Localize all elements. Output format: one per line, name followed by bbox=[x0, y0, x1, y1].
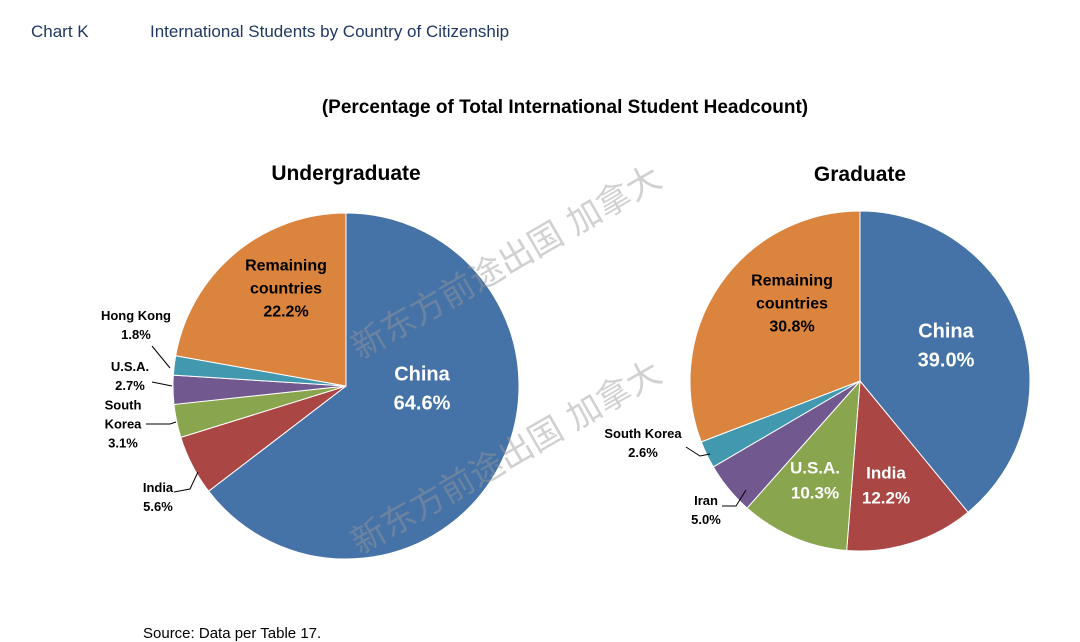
pie-slice-china bbox=[859, 210, 1031, 513]
undergraduate-pie-title: Undergraduate bbox=[271, 162, 420, 185]
slice-label-remaining-countries: Remaining countries 30.8% bbox=[751, 273, 833, 336]
slice-label-india: India 5.6% bbox=[143, 480, 174, 514]
pie-slice-remaining-countries bbox=[175, 212, 347, 387]
chart-title: International Students by Country of Cit… bbox=[150, 22, 510, 41]
leader-line-south-korea bbox=[685, 446, 711, 457]
leader-line-south-korea bbox=[146, 421, 177, 425]
slice-label-iran: Iran 5.0% bbox=[691, 493, 721, 527]
pie-slice-u-s-a bbox=[746, 379, 861, 552]
pie-slice-remaining-countries bbox=[689, 210, 861, 443]
leader-line-iran bbox=[722, 489, 747, 507]
slice-label-u-s-a: U.S.A. 2.7% bbox=[111, 359, 149, 393]
leader-line-india bbox=[173, 471, 199, 493]
pie-slice-china bbox=[207, 212, 520, 560]
slice-label-south-korea: South Korea 2.6% bbox=[604, 426, 682, 460]
graduate-pie-title: Graduate bbox=[814, 163, 906, 186]
slice-label-china: China 64.6% bbox=[394, 364, 451, 415]
slice-label-hong-kong: Hong Kong 1.8% bbox=[101, 308, 171, 342]
chart-label: Chart K bbox=[31, 22, 89, 41]
slice-label-china: China 39.0% bbox=[918, 321, 975, 372]
pie-slice-india bbox=[846, 379, 969, 552]
slice-label-south-korea: South Korea 3.1% bbox=[105, 398, 143, 451]
graduate-pie: Graduate China 39.0% India 12.2% U.S.A. 10.3%… bbox=[604, 163, 1031, 552]
leader-line-u-s-a bbox=[151, 381, 173, 387]
slice-label-india: India 12.2% bbox=[862, 463, 910, 507]
chart-subtitle: (Percentage of Total International Stude… bbox=[321, 97, 809, 118]
undergraduate-pie: Undergraduate China 64.6% India 5.6%South Ko… bbox=[101, 162, 520, 560]
leader-line-hong-kong bbox=[151, 345, 171, 369]
source-note: Source: Data per Table 17. bbox=[143, 625, 322, 642]
slice-label-remaining-countries: Remaining countries 22.2% bbox=[245, 258, 327, 321]
slice-label-u-s-a: U.S.A. 10.3% bbox=[790, 458, 840, 502]
